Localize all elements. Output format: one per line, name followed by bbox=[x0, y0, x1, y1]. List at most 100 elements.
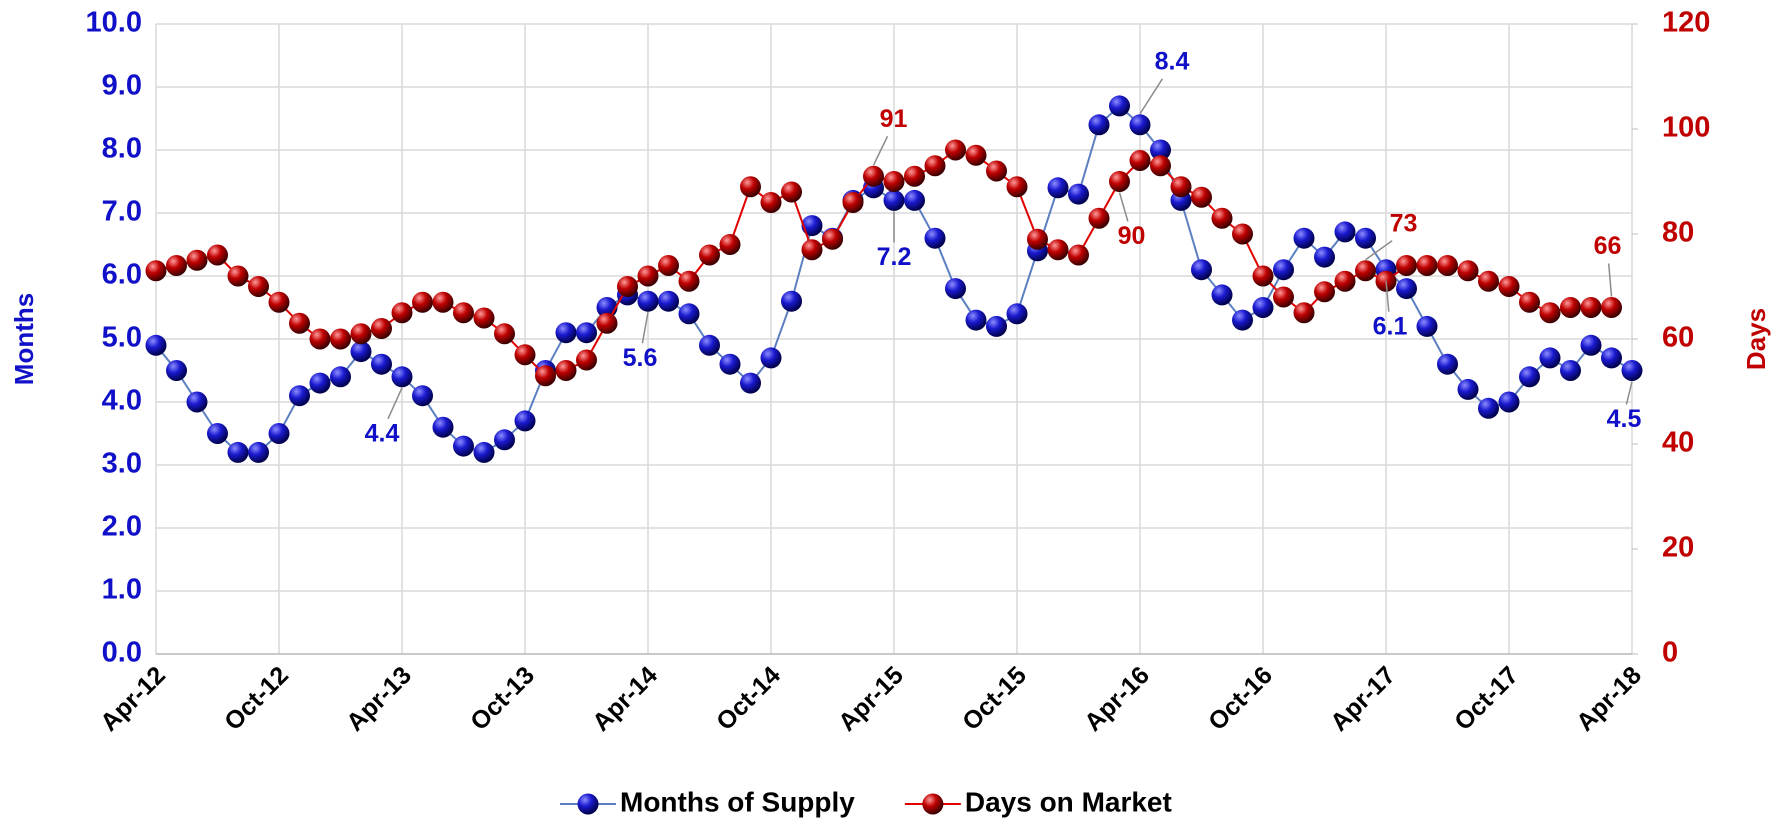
data-point bbox=[535, 365, 556, 387]
data-point bbox=[1437, 255, 1458, 276]
x-tick-label: Oct-14 bbox=[711, 661, 786, 736]
data-point bbox=[473, 441, 495, 463]
y-tick-label: 7.0 bbox=[102, 196, 142, 228]
legend: Months of Supply Days on Market bbox=[560, 786, 1172, 817]
y-tick-label: 6.0 bbox=[102, 259, 142, 291]
data-label: 91 bbox=[880, 105, 908, 133]
data-point bbox=[740, 176, 761, 198]
data-point bbox=[576, 322, 597, 344]
data-point bbox=[1621, 360, 1643, 381]
leader-line bbox=[1385, 280, 1390, 312]
data-point bbox=[412, 291, 433, 313]
data-point bbox=[268, 423, 290, 444]
data-point bbox=[596, 312, 618, 334]
y2-tick-label: 60 bbox=[1662, 322, 1694, 354]
leader-line bbox=[1118, 192, 1129, 222]
data-point bbox=[1006, 303, 1028, 325]
data-point bbox=[145, 260, 167, 282]
data-point bbox=[1211, 284, 1233, 306]
x-tick-label: Apr-17 bbox=[1325, 661, 1401, 737]
data-label: 90 bbox=[1118, 222, 1146, 250]
data-point bbox=[514, 344, 536, 366]
data-point bbox=[904, 165, 925, 187]
x-tick-label: Apr-12 bbox=[95, 661, 171, 737]
data-point bbox=[1293, 227, 1315, 249]
y-tick-label: 1.0 bbox=[102, 574, 142, 606]
x-tick-label: Oct-16 bbox=[1203, 661, 1278, 736]
data-point bbox=[1416, 315, 1438, 337]
data-point bbox=[924, 227, 946, 249]
data-point bbox=[1478, 397, 1499, 419]
data-point bbox=[1068, 183, 1089, 205]
legend-label: Days on Market bbox=[965, 786, 1172, 817]
y-tick-label: 5.0 bbox=[102, 322, 142, 354]
leader-line bbox=[1139, 78, 1164, 115]
data-point bbox=[1129, 150, 1151, 171]
data-point bbox=[1519, 366, 1540, 388]
data-point bbox=[248, 276, 269, 297]
data-point bbox=[760, 347, 782, 369]
data-point bbox=[658, 290, 679, 312]
data-point bbox=[1355, 260, 1376, 282]
data-point bbox=[1088, 114, 1110, 136]
x-tick-label: Apr-14 bbox=[587, 661, 663, 737]
data-point bbox=[1498, 276, 1520, 297]
data-point bbox=[842, 192, 864, 213]
data-point bbox=[1293, 302, 1315, 324]
x-tick-label: Oct-17 bbox=[1449, 661, 1524, 736]
data-point bbox=[1416, 255, 1438, 276]
data-point bbox=[1150, 139, 1171, 161]
data-point bbox=[1027, 228, 1048, 250]
data-point bbox=[1519, 291, 1540, 313]
data-point bbox=[330, 366, 351, 388]
data-point bbox=[432, 291, 454, 313]
data-label: 4.5 bbox=[1607, 405, 1642, 433]
data-point bbox=[391, 302, 413, 324]
y-tick-label: 10.0 bbox=[86, 7, 142, 39]
data-point bbox=[1314, 246, 1335, 268]
data-point bbox=[1252, 265, 1274, 287]
data-label: 7.2 bbox=[877, 243, 912, 271]
y-tick-label: 8.0 bbox=[102, 133, 142, 165]
data-point bbox=[883, 189, 905, 211]
data-label: 5.6 bbox=[623, 344, 658, 372]
data-point bbox=[924, 155, 946, 177]
leader-line bbox=[1625, 381, 1633, 405]
data-point bbox=[371, 318, 392, 339]
data-point bbox=[494, 323, 515, 345]
data-point bbox=[227, 441, 249, 463]
data-point bbox=[1355, 227, 1376, 249]
data-point bbox=[494, 429, 515, 451]
data-point bbox=[1129, 114, 1151, 136]
data-label: 4.4 bbox=[365, 419, 400, 447]
legend-marker bbox=[922, 793, 944, 815]
data-point bbox=[432, 416, 454, 438]
data-point bbox=[309, 328, 331, 350]
data-point bbox=[1232, 223, 1253, 245]
y-tick-label: 2.0 bbox=[102, 511, 142, 543]
y2-tick-label: 20 bbox=[1662, 532, 1694, 564]
data-point bbox=[186, 391, 208, 413]
x-tick-label: Apr-16 bbox=[1079, 661, 1155, 737]
data-point bbox=[760, 192, 782, 213]
data-point bbox=[1457, 260, 1479, 282]
y2-tick-label: 80 bbox=[1662, 217, 1694, 249]
y-tick-label: 4.0 bbox=[102, 385, 142, 417]
y-tick-label: 9.0 bbox=[102, 70, 142, 102]
leader-line bbox=[872, 135, 889, 166]
data-label: 6.1 bbox=[1373, 312, 1408, 340]
data-point bbox=[1109, 171, 1130, 192]
data-point bbox=[227, 265, 249, 287]
data-point bbox=[781, 181, 802, 203]
data-point bbox=[822, 228, 843, 250]
data-point bbox=[289, 385, 310, 407]
data-point bbox=[1252, 297, 1274, 318]
y2-tick-label: 0 bbox=[1662, 637, 1678, 669]
data-point bbox=[1457, 378, 1479, 400]
data-point bbox=[740, 372, 761, 394]
data-point bbox=[1334, 270, 1356, 292]
data-point bbox=[658, 255, 679, 276]
leader-line bbox=[641, 312, 649, 344]
data-point bbox=[412, 385, 433, 407]
